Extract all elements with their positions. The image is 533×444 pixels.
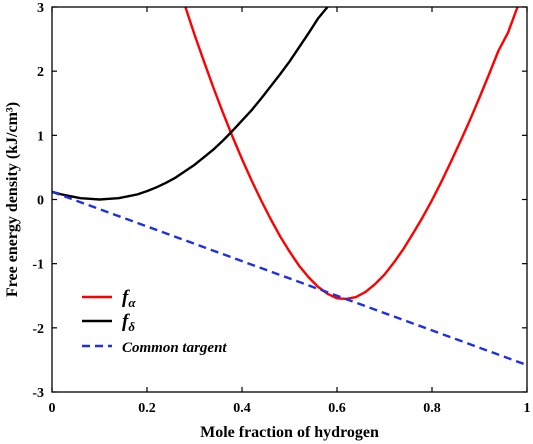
y-tick-label: 2 (37, 65, 44, 80)
y-tick-label: 0 (37, 194, 44, 209)
plot-frame (51, 6, 528, 393)
series-layer (52, 7, 527, 367)
series-line-1 (52, 7, 329, 201)
series-line-2 (52, 190, 527, 367)
x-tick-label: 0.6 (328, 401, 346, 416)
y-tick-label: -1 (32, 258, 44, 273)
x-tick-label: 0.4 (233, 401, 251, 416)
tick-layer: 0 0.2 0.4 0.6 0.8 1 -3 -2 -1 0 1 2 3 (32, 1, 530, 416)
y-axis-label: Free energy density (kJ/cm³) (4, 102, 21, 297)
x-tick-label: 0.2 (138, 401, 156, 416)
y-tick-label: 1 (37, 129, 44, 144)
y-tick-label: 3 (37, 1, 44, 16)
legend-label-main: f (122, 287, 130, 308)
x-tick-label: 0 (49, 401, 56, 416)
legend-label-main: Common targent (122, 340, 227, 356)
y-tick-label: -2 (32, 322, 44, 337)
legend-label-sub: δ (128, 319, 135, 334)
legend-label-2: Common targent (122, 340, 227, 356)
legend-label-1: fδ (122, 311, 135, 334)
y-tick-label: -3 (32, 386, 44, 401)
legend-label-main: f (122, 311, 130, 332)
x-tick-label: 1 (524, 401, 531, 416)
legend-label-sub: α (128, 295, 136, 310)
x-tick-label: 0.8 (423, 401, 441, 416)
legend-label-0: fα (122, 287, 136, 310)
x-axis-label: Mole fraction of hydrogen (200, 424, 379, 441)
series-line-0 (184, 7, 519, 301)
